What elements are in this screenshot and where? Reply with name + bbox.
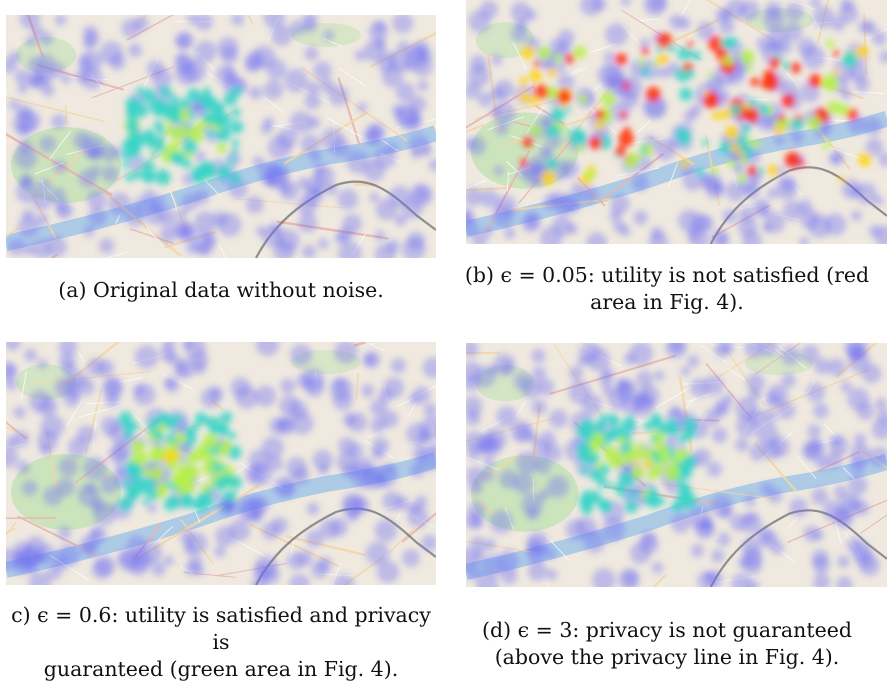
caption-d-line: (d) ϵ = 3: privacy is not guaranteed xyxy=(482,618,852,642)
caption-a: (a) Original data without noise. xyxy=(6,277,436,304)
heatmap-map-a xyxy=(6,15,436,258)
caption-a-line: (a) Original data without noise. xyxy=(58,278,384,302)
caption-c-line: guaranteed (green area in Fig. 4). xyxy=(43,657,399,681)
heatmap-panel-d xyxy=(466,343,887,587)
heatmap-map-d xyxy=(466,343,887,587)
heatmap-panel-b xyxy=(466,0,887,244)
heatmap-panel-c xyxy=(6,342,436,585)
caption-c-line: is xyxy=(212,630,230,654)
heatmap-map-b xyxy=(466,0,887,244)
caption-d-line: (above the privacy line in Fig. 4). xyxy=(494,645,840,669)
heatmap-panel-a xyxy=(6,15,436,258)
caption-b-line: (b) ϵ = 0.05: utility is not satisfied (… xyxy=(464,263,870,287)
caption-b: (b) ϵ = 0.05: utility is not satisfied (… xyxy=(447,262,887,316)
caption-d: (d) ϵ = 3: privacy is not guaranteed (ab… xyxy=(447,617,887,671)
caption-b-line: area in Fig. 4). xyxy=(590,290,744,314)
caption-c-line: c) ϵ = 0.6: utility is satisfied and pri… xyxy=(11,603,431,627)
caption-c: c) ϵ = 0.6: utility is satisfied and pri… xyxy=(0,602,442,683)
heatmap-map-c xyxy=(6,342,436,585)
